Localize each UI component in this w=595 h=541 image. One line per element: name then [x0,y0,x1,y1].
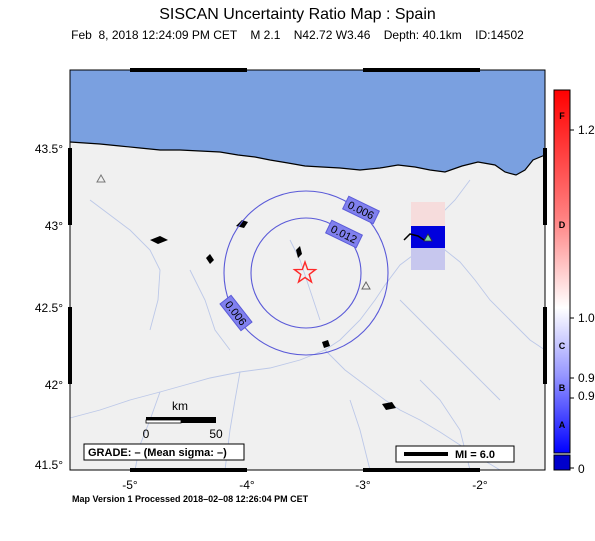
lon-axis: -5° -4° -3° -2° [122,478,488,492]
mi-legend: MI = 6.0 [395,445,515,463]
uncertainty-contours [223,190,389,356]
scale-bar: km 0 50 [143,399,223,441]
mi-legend-text: MI = 6.0 [455,449,495,461]
lat-tick-label: 41.5° [35,458,63,472]
station-triangle-icon [96,173,106,183]
map-frame [69,69,546,471]
colorbar-letter: C [559,341,566,351]
colorbar-value: 0.9 [578,389,595,403]
coastline [69,141,546,176]
uncertainty-cell-pink [411,202,445,226]
colorbar-letter: A [559,420,566,430]
colorbar-value: 0 [578,462,585,476]
scale-tick-label: 50 [209,427,223,441]
grade-text: GRADE: – (Mean sigma: –) [88,447,227,459]
uncertainty-cell-light [411,248,445,270]
lon-tick-label: -2° [472,478,488,492]
lon-tick-label: -3° [355,478,371,492]
epicenter-star-icon [292,259,318,284]
processing-footer: Map Version 1 Processed 2018–02–08 12:26… [72,494,309,504]
frame-bars [68,68,547,472]
reservoirs [150,220,396,410]
map-title: SISCAN Uncertainty Ratio Map : Spain [159,6,436,23]
sea-area [70,70,545,175]
lat-axis: 43.5° 43° 42.5° 42° 41.5° [35,142,63,472]
station-triangle-icon [361,280,371,290]
scale-unit-label: km [172,399,188,413]
lon-tick-label: -4° [239,478,255,492]
colorbar-letter: B [559,383,566,393]
colorbar-value: 0.9 [578,371,595,385]
scale-tick-label: 0 [143,427,150,441]
colorbar-letter: D [559,220,566,230]
colorbar-value: 1.2 [578,123,595,137]
lon-tick-label: -5° [122,478,138,492]
lat-tick-label: 43° [45,219,63,233]
event-info: Feb 8, 2018 12:24:09 PM CET M 2.1 N42.72… [71,28,524,42]
colorbar: F D C B A 1.2 1.0 0.9 0.9 0 [553,89,595,476]
estuary [403,233,425,241]
grade-box: GRADE: – (Mean sigma: –) [83,443,245,461]
lat-tick-label: 42.5° [35,301,63,315]
station-triangle-icon [423,233,433,242]
colorbar-value: 1.0 [578,311,595,325]
lat-tick-label: 43.5° [35,142,63,156]
colorbar-letter: F [559,111,565,121]
lat-tick-label: 42° [45,378,63,392]
